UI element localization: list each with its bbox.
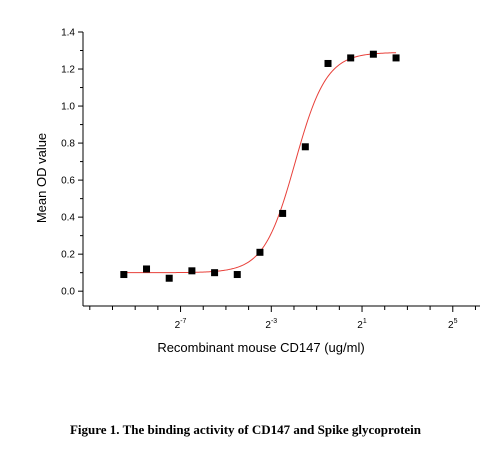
data-point (188, 267, 196, 275)
x-tick-label: 2-3 (265, 318, 277, 331)
data-point (279, 209, 287, 217)
x-axis-title: Recombinant mouse CD147 (ug/ml) (157, 340, 364, 355)
data-point (120, 271, 128, 279)
y-tick-label: 0.2 (61, 250, 75, 261)
x-tick-label: 21 (357, 318, 367, 331)
fit-curve (123, 52, 397, 274)
data-point (324, 59, 332, 67)
y-tick-label: 1.0 (61, 102, 75, 113)
y-tick-label: 0.6 (61, 176, 75, 187)
y-tick-label: 1.4 (61, 28, 75, 39)
data-point (256, 248, 264, 256)
data-points (120, 50, 400, 282)
data-point (392, 54, 400, 62)
y-tick-label: 0.8 (61, 139, 75, 150)
y-axis-ticks: 0.0 0.2 0.4 0.6 0.8 1.0 1.2 1.4 (61, 28, 83, 298)
data-point (211, 269, 219, 277)
y-tick-label: 0.4 (61, 213, 75, 224)
y-tick-label: 0.0 (61, 287, 75, 298)
x-tick-label: 25 (448, 318, 458, 331)
x-axis-ticks: 2-7 2-3 21 25 (89, 306, 476, 331)
binding-chart: 0.0 0.2 0.4 0.6 0.8 1.0 1.2 1.4 2-7 2-3 21 25 Mean… (34, 28, 480, 355)
data-point (347, 54, 355, 62)
y-tick-label: 1.2 (61, 65, 75, 76)
data-point (301, 143, 309, 151)
data-point (233, 271, 241, 279)
chart-axes (82, 32, 480, 307)
y-axis-title: Mean OD value (34, 133, 49, 223)
data-point (165, 274, 173, 282)
data-point (143, 265, 151, 273)
x-tick-label: 2-7 (175, 318, 187, 331)
data-point (369, 50, 377, 58)
figure-caption: Figure 1. The binding activity of CD147 … (69, 422, 422, 437)
